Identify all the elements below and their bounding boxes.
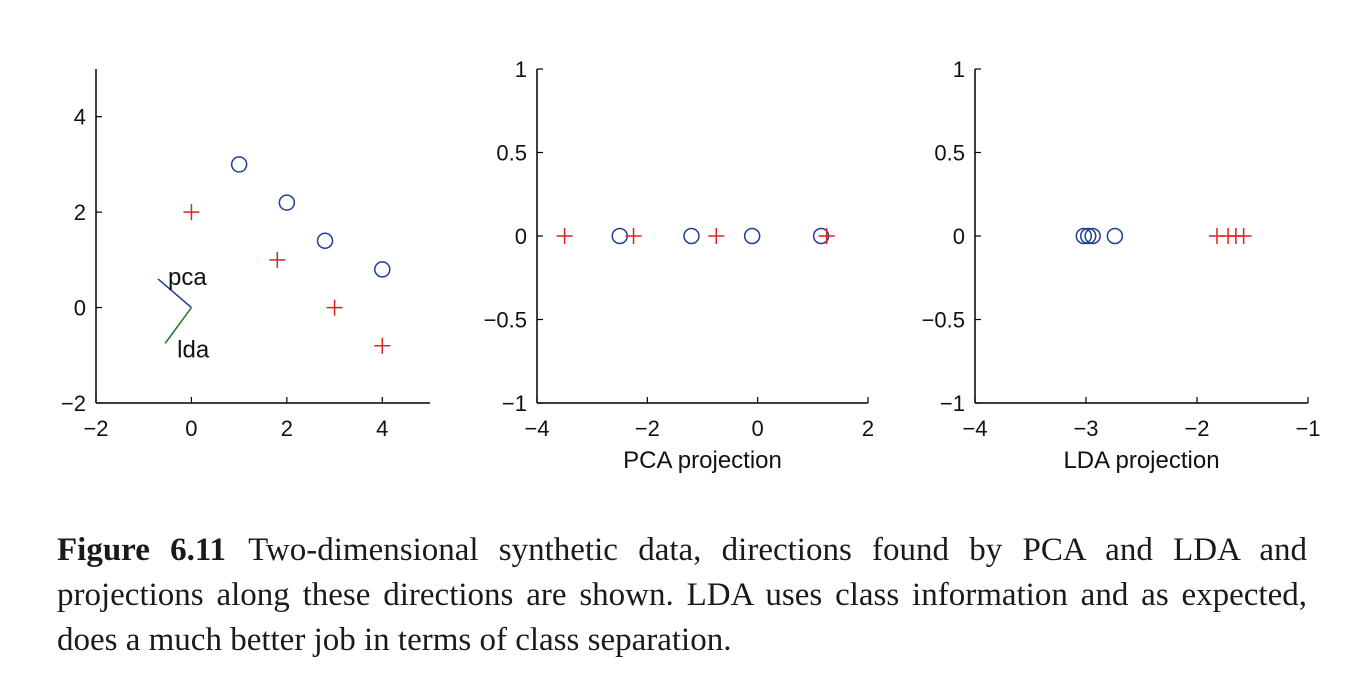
left-circle-marker [374,261,391,278]
right-y-tick-label: −0.5 [922,308,965,333]
right-plus-marker [1235,228,1252,244]
right-x-axis-title: LDA projection [1063,447,1219,474]
middle-y-tick-label: 0.5 [496,141,527,166]
middle-plus-marker [818,228,835,244]
left-plus-marker [326,299,343,316]
left-circle-marker [230,156,248,173]
left-x-tick-label: 4 [376,416,388,441]
right-x-tick-label: −2 [1184,416,1209,441]
middle-x-axis-title: PCA projection [623,447,782,474]
right-x-tick-label: −1 [1295,416,1320,441]
left-x-tick-label: −2 [83,416,108,441]
right-y-tick-label: −1 [940,391,965,416]
middle-plus-marker [708,228,725,244]
middle-x-tick-label: 2 [862,416,874,441]
left-x-tick-label: 0 [185,416,197,441]
left-x-tick-label: 2 [281,416,293,441]
middle-panel: −4 −2 0 2 −1 −0.5 0 0.5 1 PCA projection [484,57,875,474]
right-x-tick-label: −3 [1073,416,1098,441]
middle-plus-marker [625,228,642,244]
right-circle-marker [1075,227,1093,245]
right-y-tick-label: 0.5 [934,141,965,166]
figure: −2 0 2 4 −2 0 2 4 pca lda −4 −2 0 2 −1 −0.5 0 0.5 1 PCA pro… [61,57,1321,474]
figure-caption: Figure 6.11 Two-dimensional synthetic dat… [57,528,1307,663]
middle-plus-marker [556,228,573,244]
right-y-tick-label: 1 [953,57,965,82]
pca-direction-label: pca [168,264,207,291]
pca-direction-line [157,278,192,309]
middle-circle-marker [683,227,700,245]
middle-y-tick-label: 0 [515,224,527,249]
caption-text: Two-dimensional synthetic data, directio… [57,532,1307,658]
middle-x-tick-label: 0 [752,416,764,441]
right-circle-marker [1079,227,1097,245]
right-x-tick-label: −4 [962,416,987,441]
right-circle-marker [1084,227,1101,245]
right-circle-marker [1106,227,1124,245]
caption-label: Figure 6.11 [57,532,227,568]
left-circle-marker [278,194,296,211]
left-circle-marker [316,232,334,250]
lda-direction-line [164,307,193,344]
left-plus-marker [183,204,200,221]
left-y-tick-label: −2 [61,391,86,416]
middle-circle-marker [743,227,761,245]
middle-y-tick-label: −1 [502,391,527,416]
middle-y-tick-label: 1 [515,57,527,82]
left-plus-marker [374,337,391,354]
left-y-tick-label: 0 [74,296,86,321]
left-panel: −2 0 2 4 −2 0 2 4 pca lda [61,69,430,441]
lda-direction-label: lda [177,336,210,363]
left-y-tick-label: 2 [74,200,86,225]
middle-x-tick-label: −4 [524,416,549,441]
left-y-tick-label: 4 [74,105,86,130]
right-panel: −4 −3 −2 −1 −1 −0.5 0 0.5 1 LDA projection [922,57,1321,474]
middle-y-tick-label: −0.5 [484,308,527,333]
middle-circle-marker [611,227,628,245]
left-plus-marker [269,251,286,268]
middle-x-tick-label: −2 [635,416,660,441]
right-y-tick-label: 0 [953,224,965,249]
